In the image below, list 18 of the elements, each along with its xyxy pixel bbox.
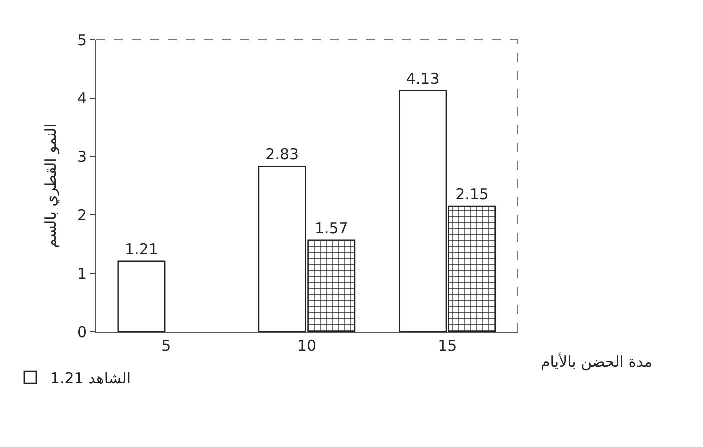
y-tick-label: 0 — [77, 323, 87, 342]
legend-label: الشاهد 1.21 — [50, 369, 132, 388]
x-tick-label: 15 — [438, 337, 458, 355]
y-tick-label: 2 — [77, 206, 87, 224]
y-axis-title: النمو القطري بالسم — [42, 124, 60, 248]
x-tick-label: 10 — [297, 337, 317, 355]
y-tick-label: 4 — [77, 90, 87, 108]
data-label: 1.21 — [125, 240, 158, 258]
x-tick-label: 5 — [162, 337, 172, 355]
bar — [118, 260, 166, 332]
y-tick-label: 5 — [77, 31, 87, 50]
data-label: 1.57 — [314, 219, 348, 238]
y-tick-label: 1 — [77, 264, 87, 283]
data-label: 4.13 — [406, 70, 440, 88]
data-label: 2.83 — [266, 146, 300, 164]
x-axis-title: مدة الحضن بالأيام — [541, 352, 652, 371]
y-tick-label: 3 — [77, 148, 87, 166]
data-label: 2.15 — [456, 185, 489, 204]
